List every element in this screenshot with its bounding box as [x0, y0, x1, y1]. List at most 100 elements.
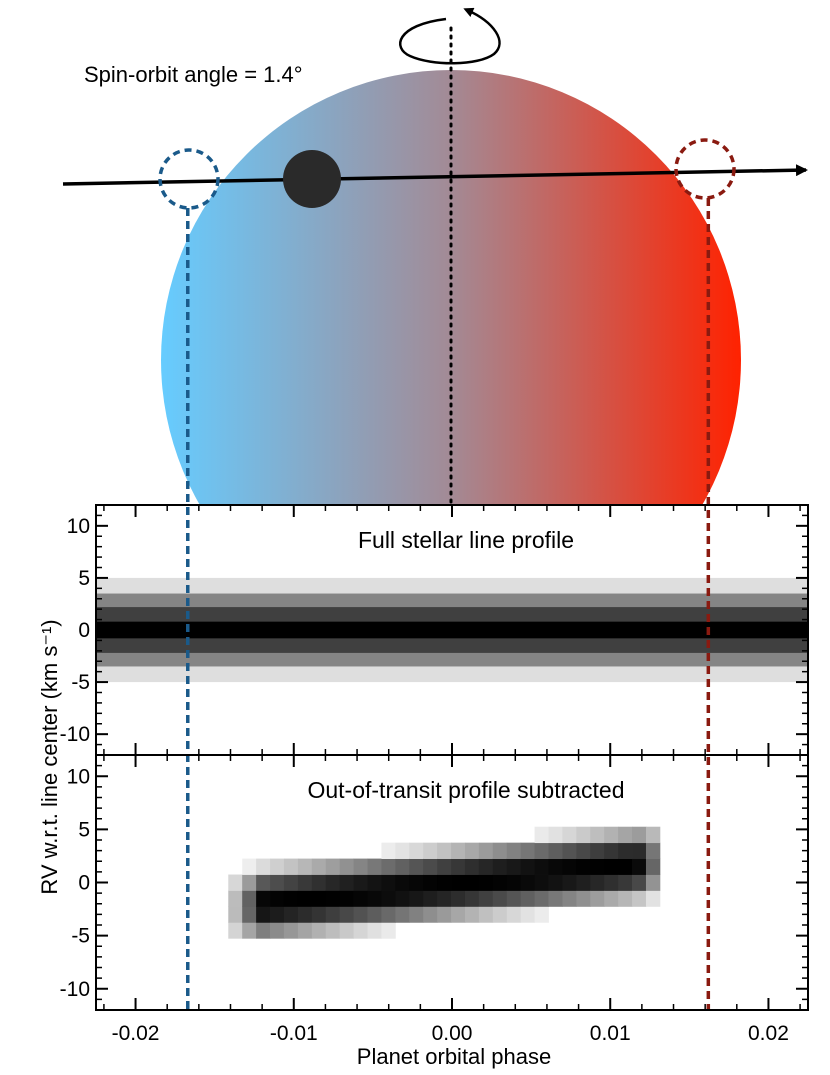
residual-pixel — [604, 826, 619, 844]
residual-pixel — [520, 842, 535, 859]
residual-pixel — [270, 906, 285, 923]
residual-pixel — [423, 858, 438, 875]
residual-pixel — [409, 858, 424, 875]
residual-pixel — [339, 890, 354, 907]
residual-pixel — [492, 890, 508, 907]
residual-pixel — [506, 874, 522, 891]
residual-pixel — [506, 890, 522, 907]
residual-pixel — [423, 906, 438, 923]
residual-pixel — [242, 858, 257, 875]
residual-pixel — [478, 906, 494, 923]
residual-pixel — [353, 922, 368, 939]
residual-pixel — [492, 842, 508, 859]
residual-pixel — [478, 842, 494, 859]
residual-pixel — [437, 890, 452, 907]
residual-pixel — [256, 890, 271, 907]
residual-pixel — [367, 906, 382, 923]
line-profile-band — [96, 621, 808, 639]
residual-pixel — [311, 922, 327, 939]
residual-pixel — [576, 842, 591, 859]
x-axis-title: Planet orbital phase — [357, 1044, 551, 1069]
residual-pixel — [562, 826, 577, 844]
residual-pixel — [367, 874, 382, 891]
residual-pixel — [311, 874, 327, 891]
residual-pixel — [632, 842, 647, 859]
residual-pixel — [562, 890, 577, 907]
residual-pixel — [506, 858, 522, 875]
x-tick-label: -0.02 — [112, 1022, 160, 1045]
rotation-arrow-icon — [399, 7, 501, 65]
residual-pixel — [548, 890, 563, 907]
panel-subtracted: Out-of-transit profile subtracted — [96, 755, 808, 1010]
residual-pixel — [437, 842, 452, 859]
residual-pixel — [367, 890, 382, 907]
egress-marker-circle — [674, 138, 736, 200]
residual-pixel — [632, 890, 647, 907]
residual-pixel — [645, 874, 661, 891]
star-illustration: Spin-orbit angle = 1.4° — [62, 7, 808, 507]
residual-pixel — [618, 826, 633, 844]
residual-pixel — [492, 858, 508, 875]
residual-pixel — [381, 858, 396, 875]
x-tick-label: 0.00 — [432, 1022, 473, 1045]
residual-pixel — [228, 922, 243, 939]
residual-pixel — [367, 858, 382, 875]
residual-pixel — [353, 906, 368, 923]
panel-title: Out-of-transit profile subtracted — [307, 777, 624, 803]
residual-pixel — [464, 858, 480, 875]
planet-orbit-arrow — [62, 164, 808, 186]
residual-pixel — [492, 906, 508, 923]
residual-pixel — [283, 890, 299, 907]
residual-pixel — [270, 874, 285, 891]
residual-pixel — [381, 922, 396, 939]
residual-pixel — [520, 874, 535, 891]
residual-pixel — [283, 874, 299, 891]
residual-pixel — [548, 842, 563, 859]
residual-pixel — [256, 922, 271, 939]
residual-pixel — [228, 906, 243, 923]
residual-pixel — [353, 890, 368, 907]
residual-pixel — [604, 874, 619, 891]
residual-pixel — [590, 842, 605, 859]
residual-pixel — [492, 874, 508, 891]
residual-pixel — [325, 906, 341, 923]
residual-pixel — [534, 858, 549, 875]
residual-pixel — [576, 858, 591, 875]
residual-pixel — [451, 906, 466, 923]
residual-pixel — [270, 922, 285, 939]
residual-pixel — [423, 890, 438, 907]
residual-pixel — [311, 890, 327, 907]
residual-pixel — [632, 826, 647, 844]
residual-pixel — [464, 874, 480, 891]
residual-pixel — [381, 842, 396, 859]
residual-pixel — [325, 874, 341, 891]
residual-pixel — [325, 858, 341, 875]
residual-pixel — [395, 858, 410, 875]
residual-pixel — [256, 874, 271, 891]
residual-pixel — [297, 874, 313, 891]
y-tick-label: 10 — [67, 515, 90, 538]
x-tick-label: -0.01 — [270, 1022, 318, 1045]
residual-pixel — [270, 858, 285, 875]
residual-pixel — [548, 858, 563, 875]
axes: 10 5 0 -5 -10 10 5 0 -5 -10 -0.02 -0.01 0.00 0.01 0.02 — [60, 504, 809, 1045]
y-tick-label: 0 — [78, 872, 90, 895]
residual-pixel — [645, 826, 661, 844]
planet-disk — [283, 150, 341, 208]
residual-pixel — [409, 890, 424, 907]
residual-pixel — [590, 826, 605, 844]
residual-pixel — [576, 874, 591, 891]
residual-pixel — [604, 890, 619, 907]
residual-pixel — [270, 890, 285, 907]
residual-pixel — [590, 858, 605, 875]
residual-pixel — [297, 890, 313, 907]
residual-pixel — [618, 858, 633, 875]
residual-pixel — [618, 874, 633, 891]
residual-pixel — [478, 890, 494, 907]
residual-pixel — [409, 906, 424, 923]
residual-pixel — [451, 842, 466, 859]
residual-pixel — [283, 858, 299, 875]
residual-pixel — [381, 890, 396, 907]
residual-pixel — [618, 890, 633, 907]
residual-pixel — [562, 842, 577, 859]
